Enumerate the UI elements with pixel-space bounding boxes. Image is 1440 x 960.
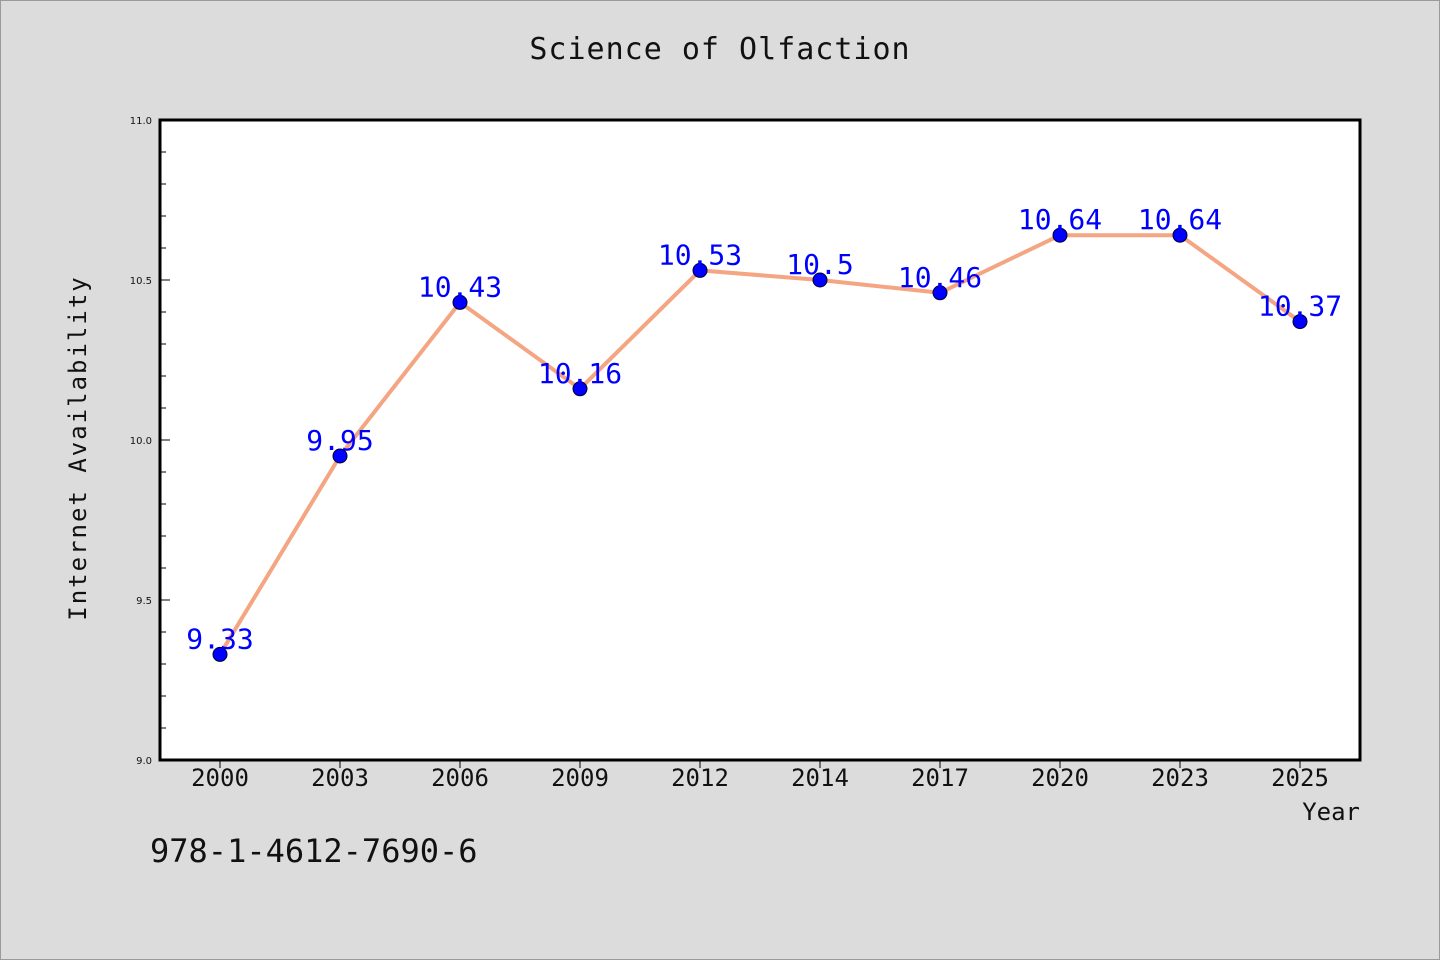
data-label: 10.5 xyxy=(786,248,853,281)
x-tick-label: 2020 xyxy=(1031,764,1089,792)
data-label: 10.53 xyxy=(658,238,742,271)
data-point xyxy=(332,448,348,464)
series-group: 9.33 9.95 10.43 10.16 10.53 10.5 10.46 10.64 10.… xyxy=(186,203,1342,662)
x-tick-label: 2003 xyxy=(311,764,369,792)
y-tick-label: 9.0 xyxy=(136,756,152,767)
data-label: 9.33 xyxy=(186,622,253,655)
series-line xyxy=(218,233,1302,656)
data-point xyxy=(932,285,948,301)
plot-area xyxy=(158,118,1362,762)
x-tick-label: 2023 xyxy=(1151,764,1209,792)
x-axis-ticks: 2000 2003 2006 2009 2012 2014 2017 2020 2023 2025 xyxy=(191,760,1329,792)
data-point xyxy=(692,262,708,278)
x-tick-label: 2009 xyxy=(551,764,609,792)
x-tick-label: 2014 xyxy=(791,764,849,792)
data-label: 10.16 xyxy=(538,357,622,390)
isbn-label: 978-1-4612-7690-6 xyxy=(150,832,478,870)
x-tick-label: 2006 xyxy=(431,764,489,792)
chart-title: Science of Olfaction xyxy=(529,32,911,67)
x-tick-label: 2000 xyxy=(191,764,249,792)
data-label: 10.43 xyxy=(418,270,502,303)
data-point xyxy=(1292,314,1308,330)
x-axis-title: Year xyxy=(1302,798,1360,826)
y-tick-label: 11.0 xyxy=(130,116,152,127)
data-point xyxy=(1172,227,1188,243)
x-tick-label: 2012 xyxy=(671,764,729,792)
data-point xyxy=(212,646,228,662)
x-tick-label: 2025 xyxy=(1271,764,1329,792)
data-point xyxy=(452,294,468,310)
y-tick-label: 10.0 xyxy=(130,436,152,447)
y-axis-title: Internet Availability xyxy=(64,275,92,620)
y-tick-label: 9.5 xyxy=(136,596,152,607)
data-label: 9.95 xyxy=(306,424,373,457)
data-label: 10.37 xyxy=(1258,290,1342,323)
data-label: 10.64 xyxy=(1018,203,1102,236)
data-point xyxy=(572,381,588,397)
x-tick-label: 2017 xyxy=(911,764,969,792)
y-axis-ticks: 9.0 9.5 10.0 10.5 11.0 xyxy=(130,116,170,767)
y-tick-label: 10.5 xyxy=(130,276,152,287)
data-label: 10.64 xyxy=(1138,203,1222,236)
data-label: 10.46 xyxy=(898,261,982,294)
data-point xyxy=(812,272,828,288)
data-point xyxy=(1052,227,1068,243)
